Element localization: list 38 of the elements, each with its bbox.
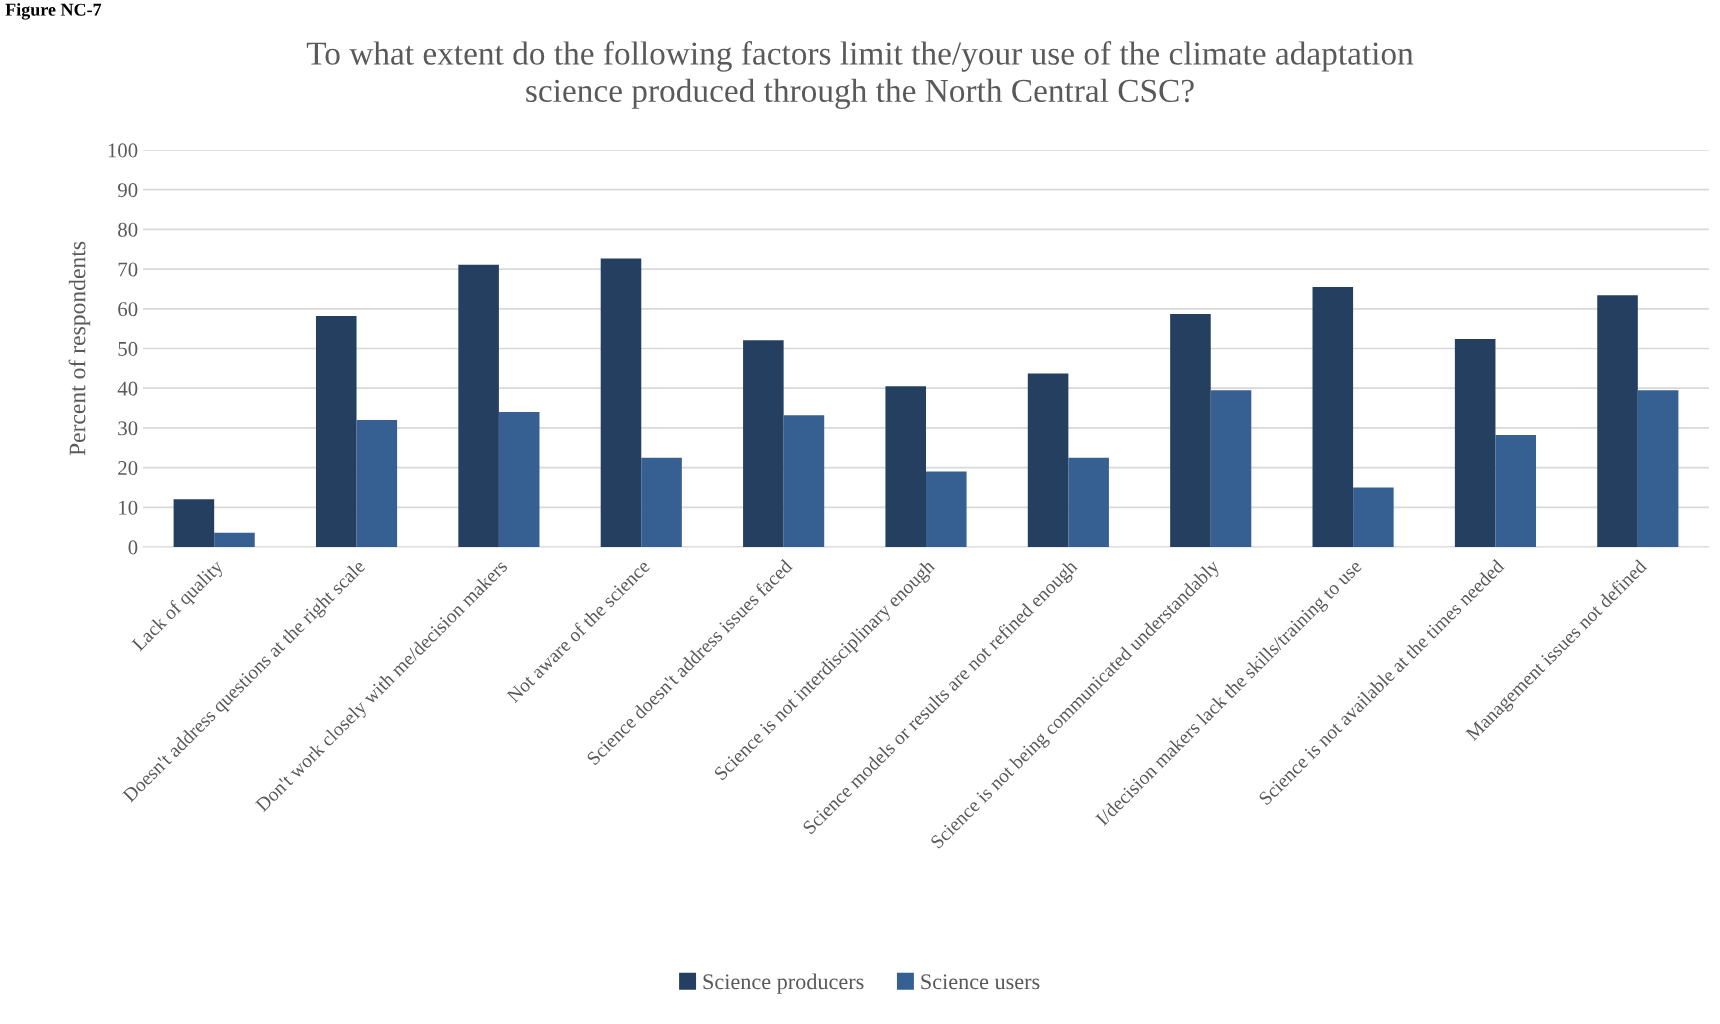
bar — [1068, 457, 1109, 547]
bar — [783, 415, 825, 547]
chart-title: To what extent do the following factors limit the/your use of the climate adaptation science produced through the North Central CSC? — [306, 41, 1414, 109]
y-tick-label: 0 — [128, 540, 138, 555]
bar — [600, 258, 642, 547]
y-tick-label: 70 — [118, 262, 138, 277]
bar — [743, 340, 784, 547]
bar — [498, 412, 540, 547]
text: Figure NC-7 — [5, 3, 102, 20]
y-tick-label: 40 — [117, 381, 138, 396]
y-tick-label: 80 — [118, 222, 138, 237]
bar — [1454, 338, 1496, 547]
y-tick-label: 10 — [119, 500, 138, 515]
bar — [1027, 373, 1069, 547]
y-axis-title: Percent of respondents — [68, 241, 91, 456]
y-tick-label: 100 — [108, 143, 138, 158]
y-tick-label: 30 — [118, 421, 138, 436]
bar — [1353, 487, 1394, 547]
bar — [214, 532, 255, 547]
legend-label: Science users — [921, 974, 1040, 990]
bar — [1495, 435, 1537, 547]
bar — [173, 499, 215, 547]
y-tick-label: 20 — [118, 460, 138, 476]
bar — [1170, 313, 1211, 547]
y-tick-label: 50 — [118, 341, 138, 356]
bar — [1312, 286, 1354, 547]
bar — [458, 264, 499, 547]
bar — [641, 457, 682, 547]
y-tick-label: 90 — [117, 183, 138, 198]
legend-label: Science producers — [703, 973, 864, 994]
bar — [1597, 295, 1638, 547]
bar — [1210, 390, 1252, 547]
bar — [885, 386, 926, 547]
bar — [926, 471, 967, 547]
bar — [356, 419, 398, 547]
y-tick-label: 60 — [118, 302, 138, 317]
bar — [315, 315, 357, 547]
bar — [1637, 390, 1679, 547]
